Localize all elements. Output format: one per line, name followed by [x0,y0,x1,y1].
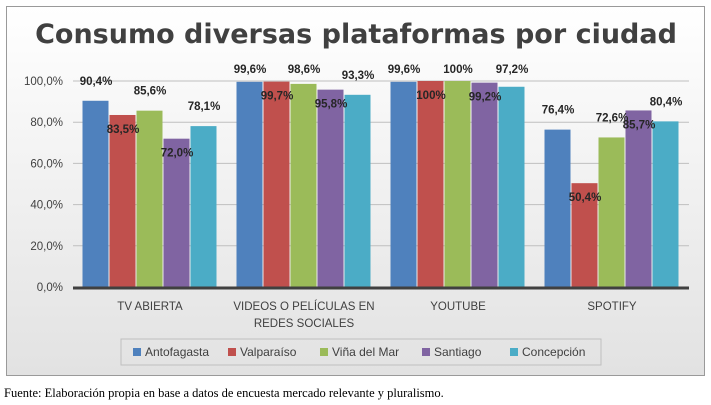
data-label: 50,4% [569,192,602,204]
data-label: 97,2% [496,64,529,76]
data-label: 80,4% [650,96,683,108]
bar [263,81,290,287]
data-label: 83,5% [107,124,140,136]
legend-label: Valparaíso [240,345,297,359]
source-note: Fuente: Elaboración propia en base a dat… [4,386,444,400]
bar [390,81,417,287]
data-label: 85,6% [134,86,167,98]
category-label: YOUTUBE [430,301,486,313]
y-tick-label: 20,0% [30,241,63,253]
data-label: 99,7% [261,91,294,103]
bar [471,82,498,287]
category-label: REDES SOCIALES [254,318,355,330]
legend-label: Santiago [434,345,482,359]
y-tick-label: 0,0% [37,282,63,294]
bar [544,129,571,287]
data-label: 76,4% [542,105,575,117]
data-label: 99,6% [388,64,421,76]
data-label: 72,0% [161,148,194,160]
legend-swatch [422,348,430,356]
bar [598,137,625,287]
bar [417,81,444,287]
data-label: 95,8% [315,99,348,111]
legend-label: Viña del Mar [332,345,399,359]
bar [652,121,679,287]
data-label: 99,2% [469,92,502,104]
bar [163,138,190,287]
bar [317,89,344,287]
bar [290,83,317,287]
y-tick-label: 80,0% [30,117,63,129]
bar [625,110,652,287]
legend-swatch [320,348,328,356]
legend-swatch [510,348,518,356]
bar [236,81,263,287]
data-label: 98,6% [288,64,321,76]
data-label: 85,7% [623,119,656,131]
data-label: 72,6% [596,112,629,124]
category-label: TV ABIERTA [117,301,183,313]
legend-swatch [133,348,141,356]
y-tick-label: 60,0% [30,158,63,170]
bar [109,114,136,288]
bar [82,100,109,287]
category-label: SPOTIFY [587,301,637,313]
chart-frame: Consumo diversas plataformas por ciudad 0… [6,6,705,376]
bar [498,86,525,287]
chart-title: Consumo diversas plataformas por ciudad [35,19,677,50]
legend-box [120,338,602,366]
bar [444,81,471,287]
y-tick-label: 100,0% [24,76,63,88]
category-label: VIDEOS O PELÍCULAS EN [233,300,374,313]
data-label: 100% [416,90,445,102]
legend-label: Antofagasta [145,345,209,359]
y-tick-label: 40,0% [30,200,63,212]
bar [190,126,217,287]
data-label: 99,6% [234,64,267,76]
bar [136,110,163,287]
data-label: 90,4% [80,76,113,88]
data-label: 78,1% [188,101,221,113]
bar [571,183,598,287]
legend-label: Concepción [522,345,585,359]
data-label: 93,3% [342,70,375,82]
data-label: 100% [443,64,472,76]
bar-chart: Consumo diversas plataformas por ciudad 0… [24,19,689,366]
bar [344,94,371,287]
legend-swatch [228,348,236,356]
